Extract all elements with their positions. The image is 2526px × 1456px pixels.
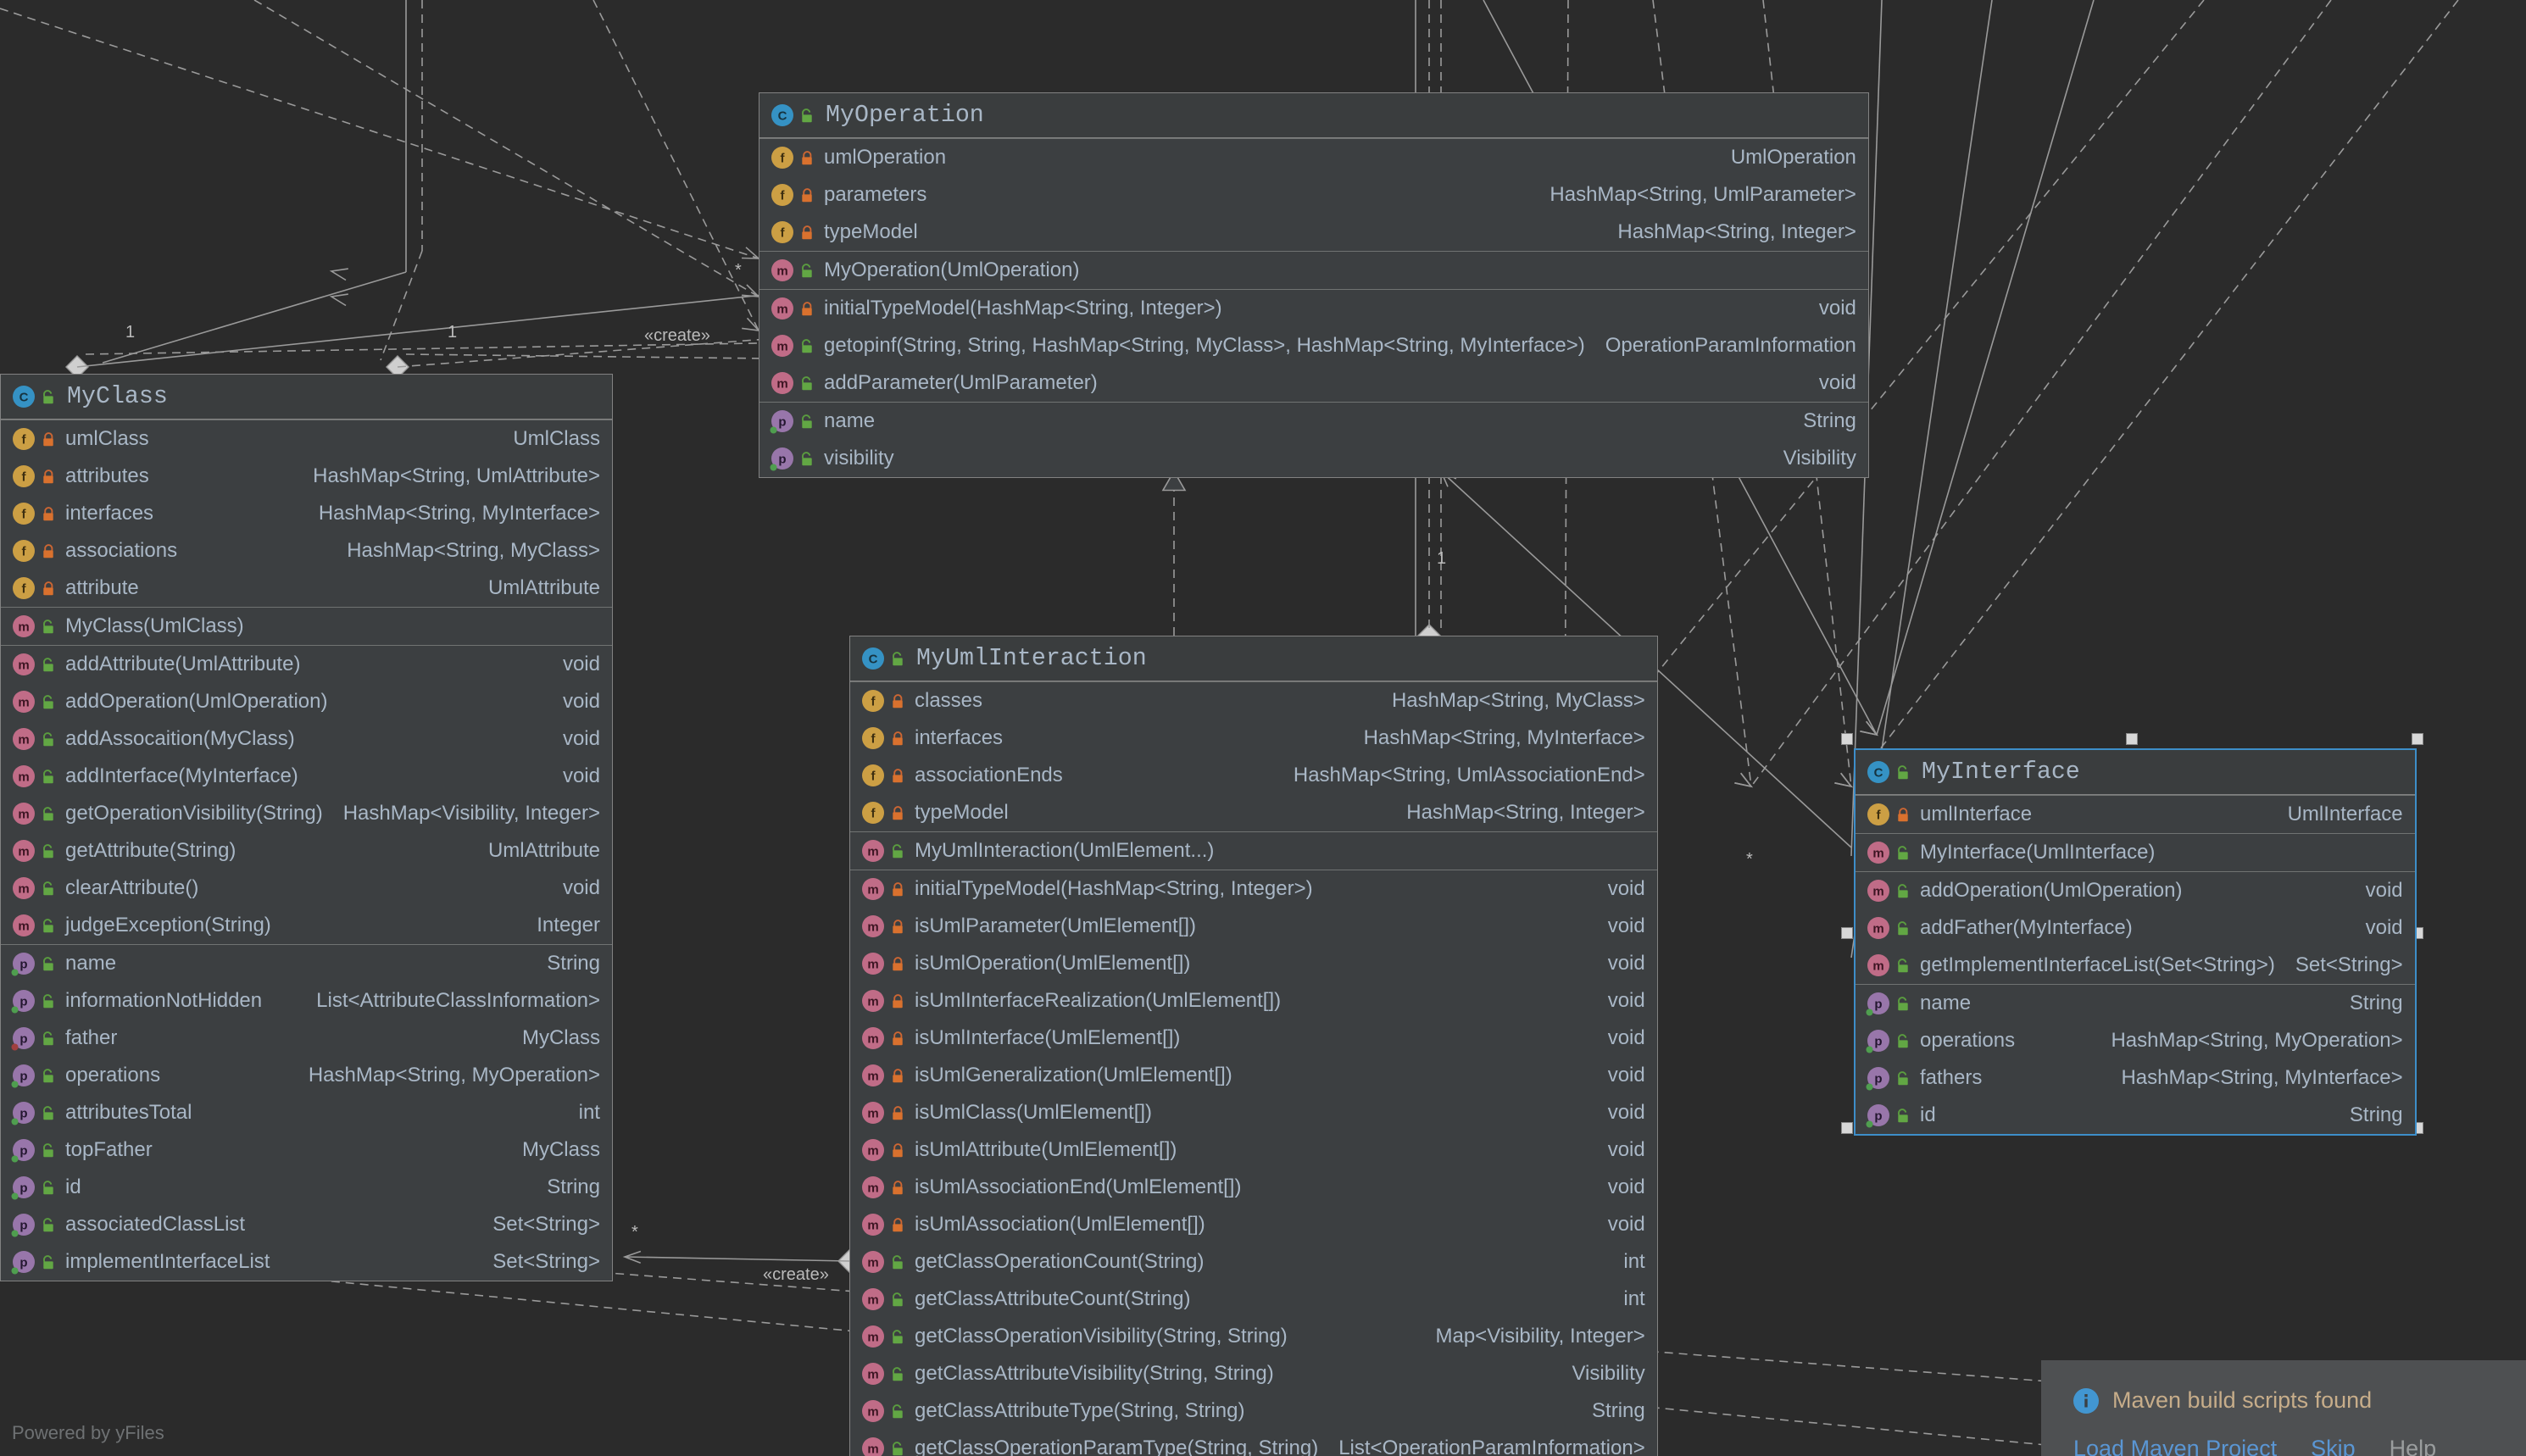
svg-text:*: * bbox=[632, 1223, 638, 1242]
svg-text:m: m bbox=[867, 920, 878, 935]
svg-text:m: m bbox=[867, 1219, 878, 1233]
svg-text:m: m bbox=[776, 340, 787, 354]
svg-text:p: p bbox=[1874, 1035, 1882, 1049]
svg-text:p: p bbox=[19, 1219, 27, 1233]
svg-text:m: m bbox=[867, 958, 878, 972]
svg-text:1: 1 bbox=[448, 323, 457, 342]
svg-text:m: m bbox=[776, 264, 787, 279]
svg-text:C: C bbox=[19, 391, 29, 405]
svg-text:p: p bbox=[19, 1144, 27, 1159]
svg-text:p: p bbox=[19, 995, 27, 1009]
svg-text:C: C bbox=[778, 109, 787, 124]
svg-text:m: m bbox=[867, 845, 878, 859]
svg-text:m: m bbox=[867, 883, 878, 897]
svg-text:C: C bbox=[1874, 766, 1883, 781]
svg-text:p: p bbox=[19, 958, 27, 972]
svg-text:m: m bbox=[18, 882, 29, 897]
svg-text:m: m bbox=[867, 1442, 878, 1456]
svg-text:«create»: «create» bbox=[644, 326, 710, 345]
svg-text:m: m bbox=[18, 659, 29, 673]
svg-text:*: * bbox=[1746, 850, 1753, 869]
svg-text:m: m bbox=[867, 1070, 878, 1084]
svg-text:p: p bbox=[778, 453, 786, 467]
svg-text:m: m bbox=[867, 1368, 878, 1382]
svg-text:m: m bbox=[867, 1405, 878, 1420]
svg-text:p: p bbox=[19, 1032, 27, 1047]
svg-text:p: p bbox=[19, 1107, 27, 1121]
svg-text:C: C bbox=[869, 653, 878, 667]
svg-text:1: 1 bbox=[125, 323, 135, 342]
svg-text:m: m bbox=[1872, 922, 1883, 936]
svg-text:m: m bbox=[18, 770, 29, 785]
svg-text:1: 1 bbox=[1437, 549, 1446, 568]
svg-text:p: p bbox=[1874, 1072, 1882, 1086]
svg-text:p: p bbox=[1874, 998, 1882, 1012]
svg-text:m: m bbox=[18, 808, 29, 822]
svg-text:m: m bbox=[867, 1144, 878, 1159]
svg-text:m: m bbox=[1872, 847, 1883, 861]
svg-text:m: m bbox=[867, 1293, 878, 1308]
svg-text:m: m bbox=[867, 1107, 878, 1121]
svg-text:p: p bbox=[19, 1070, 27, 1084]
svg-text:m: m bbox=[867, 995, 878, 1009]
svg-text:m: m bbox=[867, 1331, 878, 1345]
svg-text:m: m bbox=[18, 733, 29, 747]
svg-text:p: p bbox=[1874, 1109, 1882, 1124]
svg-text:m: m bbox=[18, 620, 29, 635]
svg-text:m: m bbox=[1872, 885, 1883, 899]
svg-text:m: m bbox=[867, 1256, 878, 1270]
svg-text:m: m bbox=[867, 1181, 878, 1196]
svg-text:*: * bbox=[735, 261, 742, 280]
svg-text:m: m bbox=[1872, 959, 1883, 974]
svg-text:m: m bbox=[776, 303, 787, 317]
svg-text:«create»: «create» bbox=[763, 1265, 829, 1284]
svg-text:p: p bbox=[19, 1256, 27, 1270]
svg-text:m: m bbox=[18, 920, 29, 934]
svg-text:m: m bbox=[18, 845, 29, 859]
svg-text:p: p bbox=[19, 1181, 27, 1196]
svg-text:m: m bbox=[867, 1032, 878, 1047]
svg-text:m: m bbox=[776, 377, 787, 392]
svg-text:m: m bbox=[18, 696, 29, 710]
svg-text:p: p bbox=[778, 415, 786, 430]
